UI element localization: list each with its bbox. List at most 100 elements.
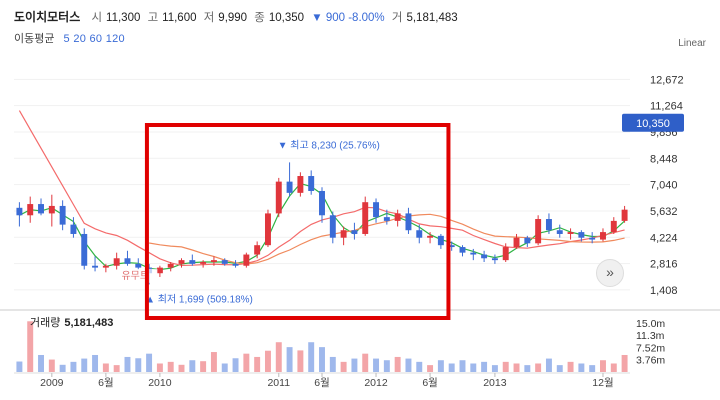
volume-bar [70,361,77,372]
volume-bar [113,365,120,372]
candle-body [286,181,293,193]
volume-tick-label: 15.0m [636,318,665,330]
candle-body [556,230,563,234]
candle-body [578,232,585,238]
candle-body [589,237,596,240]
y-tick-label: 8,448 [650,153,678,165]
volume-bar [491,365,498,372]
volume-bar [427,365,434,372]
close-value: 10,350 [268,12,305,24]
candle-body [567,232,574,234]
volume-bar [621,354,628,372]
candle-body [189,260,196,264]
candle-body [610,220,617,233]
candle-body [373,202,380,218]
stock-header: 도이치모터스 시 11,300 고 11,600 저 9,990 종 10,350 ▼ … [14,8,462,28]
candle-body [135,263,142,268]
candle-body [38,204,44,214]
volume-title-value: 5,181,483 [64,317,114,329]
candle-body [232,263,239,266]
volume-bar [578,363,585,372]
volume-bar [600,360,606,372]
volume-bar [556,365,563,372]
volume-bar [524,365,531,372]
overlay-label: 유무트 [121,270,149,282]
volume-bar [373,358,380,372]
volume-bar [535,363,542,372]
candle-body [102,265,109,268]
open-value: 11,300 [106,12,141,24]
volume-bar [340,361,347,372]
volume-bar [178,364,185,372]
high-label: 고 [147,12,159,24]
candle-body [329,215,336,238]
x-tick-label: 12월 [592,377,613,389]
candle-body [416,230,423,238]
volume-bar [81,358,88,372]
candle-body [221,260,228,264]
volume-tick-label: 3.76m [636,355,665,367]
candle-body [210,260,217,263]
volume-tick-label: 11.3m [636,330,665,342]
candle-body [448,245,455,248]
candle-body [16,207,23,216]
candle-body [351,230,358,234]
candle-body [383,217,390,221]
volume-bar [405,358,412,372]
candles [16,162,628,285]
annotations: 10,350 ▼ 최고 8,230 (25.76%) ▲ 최저 1,699 (509… [119,113,684,320]
volume-bar [394,356,401,372]
change-value: ▼ 900 -8.00% [311,12,385,24]
volume-bar [481,361,488,372]
volume-bar [146,353,153,372]
volume-bar [156,363,163,372]
x-tick-label: 6월 [314,377,330,389]
scale-toggle[interactable]: Linear [678,38,706,49]
volume-bar [102,363,109,372]
candle-body [362,202,369,234]
x-tick-label: 2010 [148,377,172,389]
volume-bar [351,358,358,372]
candle-body [264,213,271,246]
candle-body [27,204,34,216]
candle-body [470,252,477,255]
candle-body [178,260,185,264]
candle-body [113,258,120,266]
candle-body [200,262,207,264]
volume-bar [232,358,239,372]
current-price-label: 10,350 [636,118,670,130]
volume-bars [16,321,628,372]
candle-body [319,190,325,216]
low-value: 9,990 [218,12,248,24]
y-tick-label: 11,264 [650,101,683,113]
y-tick-label: 12,672 [650,74,684,86]
volume-value: 5,181,483 [406,12,458,24]
volume-bar [319,347,325,372]
low-annotation: ▲ 최저 1,699 (509.18%) [145,293,253,305]
candle-body [481,254,488,259]
volume-bar [459,360,466,372]
volume-bar [362,353,369,372]
x-tick-label: 2009 [40,377,64,389]
moving-average-periods[interactable]: 5 20 60 120 [63,33,125,45]
volume-bar [329,356,336,372]
candle-body [405,213,412,231]
volume-label: 거 [391,12,403,24]
x-tick-label: 6월 [98,377,114,389]
candle-body [48,205,55,214]
candle-body [308,176,315,191]
y-tick-label: 4,224 [650,232,678,244]
volume-bar [92,354,99,372]
candle-body [535,219,542,244]
x-tick-label: 2011 [267,377,290,389]
candle-body [81,233,88,266]
moving-average-legend[interactable]: 이동평균 5 20 60 120 [14,30,125,46]
candle-body [459,247,466,253]
volume-bar [16,361,23,372]
expand-icon[interactable]: » [596,259,624,287]
moving-average-label: 이동평균 [14,33,55,45]
volume-bar [243,353,250,372]
current-price-tag [622,113,684,132]
candle-body [394,213,401,221]
volume-bar [264,350,271,372]
